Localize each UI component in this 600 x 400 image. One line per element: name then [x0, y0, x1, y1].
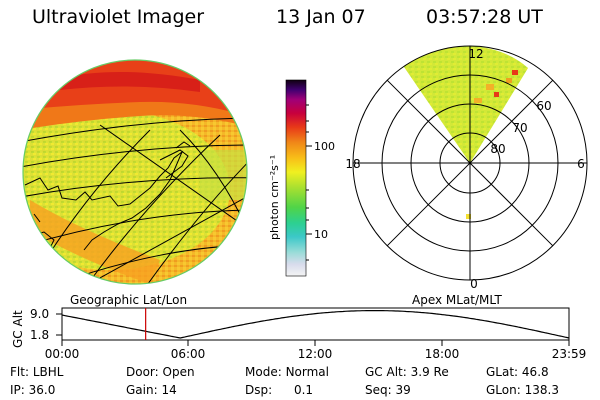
altitude-track	[61, 310, 570, 339]
status-gc-alt: GC Alt: 3.9 Re	[365, 365, 449, 379]
uv-earth-image	[23, 60, 247, 284]
time-tick: 00:00	[45, 347, 80, 361]
colorbar-ticks	[306, 104, 312, 261]
colorbar-unit-label: photon cm⁻²s⁻¹	[268, 155, 281, 240]
altitude-ylabel: GC Alt	[11, 310, 25, 348]
colorbar-tick-10: 10	[314, 228, 328, 241]
mlt-label-6: 6	[577, 157, 585, 171]
time-tick: 18:00	[425, 347, 460, 361]
status-gain: Gain: 14	[126, 383, 177, 397]
time-tick: 23:59	[552, 347, 587, 361]
mlat-label-70: 70	[512, 121, 527, 135]
status-door: Door: Open	[126, 365, 195, 379]
mlt-label-0: 0	[470, 277, 478, 291]
status-glon: GLon: 138.3	[486, 383, 559, 397]
altitude-ytick-1-8: 1.8	[30, 328, 49, 342]
status-flt: Flt: LBHL	[10, 365, 64, 379]
time-tick: 12:00	[298, 347, 333, 361]
altitude-ytick-9: 9.0	[30, 307, 49, 321]
status-dsp: Dsp: 0.1	[245, 383, 314, 397]
polar-dial	[352, 45, 588, 281]
time-tick: 06:00	[171, 347, 206, 361]
status-ip: IP: 36.0	[10, 383, 56, 397]
app-title: Ultraviolet Imager	[32, 6, 205, 28]
date-readout: 13 Jan 07	[276, 6, 366, 28]
earth-limb	[22, 59, 248, 285]
colorbar-tick-100: 100	[314, 140, 335, 153]
mlat-label-60: 60	[536, 99, 551, 113]
right-panel-caption: Apex MLat/MLT	[412, 293, 502, 307]
status-glat: GLat: 46.8	[486, 365, 549, 379]
mlat-label-80: 80	[490, 142, 505, 156]
status-mode: Mode: Normal	[245, 365, 329, 379]
status-seq: Seq: 39	[365, 383, 411, 397]
altitude-plot	[56, 307, 570, 346]
colorbar	[286, 80, 306, 276]
left-panel-caption: Geographic Lat/Lon	[70, 293, 187, 307]
mlt-label-18: 18	[345, 157, 360, 171]
time-readout: 03:57:28 UT	[426, 6, 543, 28]
mlt-label-12: 12	[468, 47, 483, 61]
